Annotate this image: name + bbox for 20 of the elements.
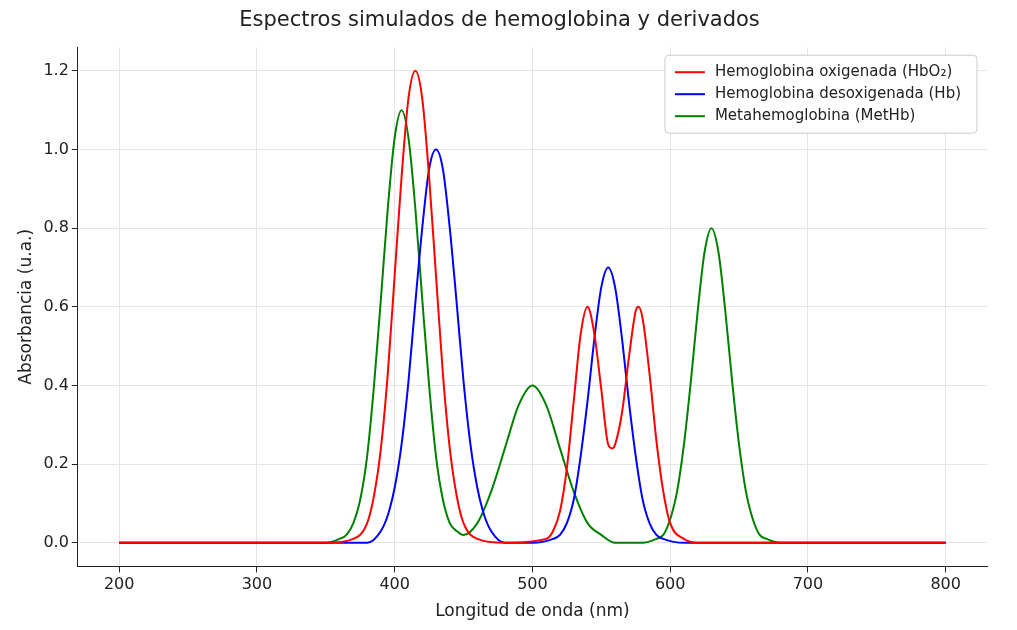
y-tick-label: 0.4 <box>43 374 69 394</box>
y-tick-label: 1.2 <box>43 59 69 79</box>
x-tick-label: 400 <box>379 574 410 594</box>
x-tick-label: 500 <box>517 574 548 594</box>
y-tick-label: 0.2 <box>43 453 69 473</box>
y-axis-title: Absorbancia (u.a.) <box>14 228 35 385</box>
x-tick-label: 800 <box>930 574 961 594</box>
legend-label: Hemoglobina oxigenada (HbO₂) <box>714 62 953 81</box>
y-tick-label: 0.0 <box>43 531 69 551</box>
y-tick-label: 1.0 <box>43 138 69 158</box>
y-tick-label: 0.8 <box>43 217 69 237</box>
x-tick-label: 200 <box>103 574 135 594</box>
x-axis-title: Longitud de onda (nm) <box>435 600 630 621</box>
x-tick-label: 700 <box>792 574 824 594</box>
y-tick-label: 0.6 <box>43 295 69 315</box>
legend-label: Metahemoglobina (MetHb) <box>714 106 916 125</box>
chart-title: Espectros simulados de hemoglobina y derivados <box>239 7 760 32</box>
x-tick-label: 300 <box>241 574 273 594</box>
x-tick-label: 600 <box>654 574 686 594</box>
legend-label: Hemoglobina desoxigenada (Hb) <box>714 84 962 103</box>
